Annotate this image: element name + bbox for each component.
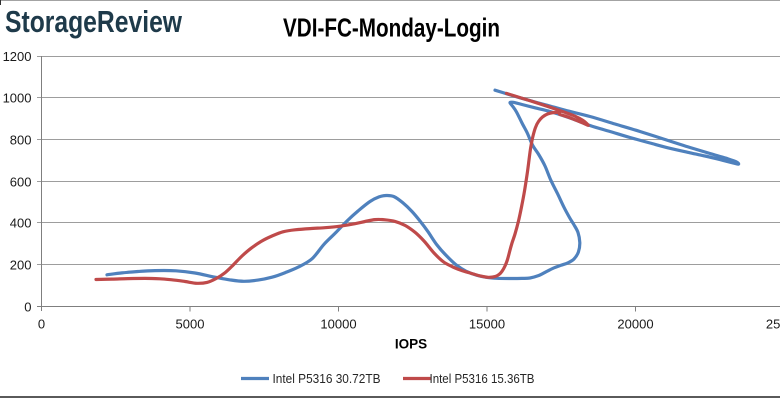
svg-text:5000: 5000: [176, 317, 205, 332]
svg-text:StorageReview: StorageReview: [5, 5, 182, 39]
svg-text:Intel P5316 30.72TB: Intel P5316 30.72TB: [273, 372, 381, 386]
svg-text:1200: 1200: [3, 49, 32, 64]
svg-text:Intel P5316 15.36TB: Intel P5316 15.36TB: [430, 372, 535, 386]
svg-text:VDI-FC-Monday-Login: VDI-FC-Monday-Login: [283, 13, 500, 43]
svg-text:10000: 10000: [320, 317, 356, 332]
svg-text:800: 800: [10, 132, 32, 147]
svg-text:600: 600: [10, 174, 32, 189]
svg-text:400: 400: [10, 215, 32, 230]
svg-text:25000: 25000: [766, 317, 780, 332]
svg-text:1000: 1000: [3, 90, 32, 105]
svg-text:200: 200: [10, 257, 32, 272]
svg-text:0: 0: [38, 317, 45, 332]
svg-text:0: 0: [24, 299, 31, 314]
svg-text:20000: 20000: [617, 317, 653, 332]
svg-text:15000: 15000: [469, 317, 505, 332]
svg-text:IOPS: IOPS: [395, 337, 427, 352]
